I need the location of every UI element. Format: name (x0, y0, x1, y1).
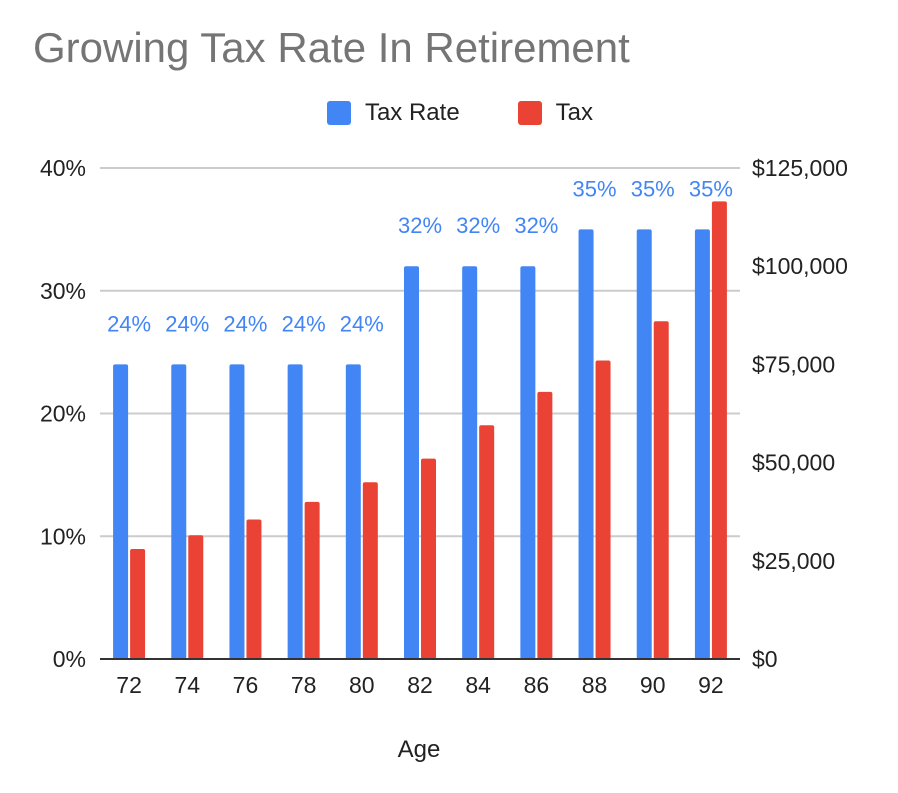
bar-tax-rate (171, 364, 187, 659)
data-label-tax-rate: 24% (340, 311, 384, 336)
x-axis-tick-label: 74 (174, 672, 200, 698)
x-axis-tick-label: 92 (698, 672, 724, 698)
data-label-tax-rate: 32% (456, 213, 500, 238)
left-axis-tick-label: 30% (40, 278, 86, 304)
bar-tax-rate (462, 266, 478, 659)
right-axis-tick-label: $0 (752, 646, 778, 672)
x-axis-tick-label: 78 (291, 672, 317, 698)
right-axis-tick-label: $75,000 (752, 351, 835, 377)
x-axis-tick-label: 84 (465, 672, 491, 698)
right-axis-tick-label: $25,000 (752, 548, 835, 574)
bar-tax (304, 501, 320, 659)
x-axis-tick-label: 80 (349, 672, 375, 698)
right-axis-tick-label: $125,000 (752, 155, 848, 181)
bar-tax (188, 535, 204, 659)
legend-label-tax-rate: Tax Rate (364, 99, 460, 126)
bar-tax-rate (113, 364, 129, 659)
bar-tax-rate (694, 229, 710, 659)
bar-tax-rate (578, 229, 594, 659)
legend: Tax Rate Tax (0, 96, 898, 130)
bar-tax (595, 360, 611, 659)
legend-item-tax-rate[interactable]: Tax Rate (305, 99, 460, 127)
legend-item-tax[interactable]: Tax (496, 99, 593, 127)
x-axis-tick-label: 90 (640, 672, 666, 698)
bar-tax-rate (636, 229, 652, 659)
left-axis-tick-label: 10% (40, 523, 86, 549)
left-axis-tick-label: 40% (40, 155, 86, 181)
legend-swatch-tax (517, 101, 542, 125)
bar-tax (246, 519, 262, 659)
legend-swatch-tax-rate (326, 101, 351, 125)
right-axis-tick-label: $100,000 (752, 253, 848, 279)
data-label-tax-rate: 32% (398, 213, 442, 238)
x-axis-title: Age (397, 736, 441, 763)
right-axis-tick-label: $50,000 (752, 450, 835, 476)
bar-tax (537, 391, 553, 659)
data-label-tax-rate: 24% (223, 311, 267, 336)
left-axis-tick-label: 20% (40, 401, 86, 427)
bar-tax (130, 549, 146, 659)
chart-title: Growing Tax Rate In Retirement (33, 24, 630, 71)
data-label-tax-rate: 35% (631, 176, 675, 201)
bar-tax-rate (229, 364, 245, 659)
bar-tax-rate (520, 266, 536, 659)
bar-tax (479, 425, 495, 659)
bar-tax-rate (345, 364, 361, 659)
x-axis-tick-label: 86 (524, 672, 550, 698)
left-axis-tick-label: 0% (53, 646, 86, 672)
legend-label-tax: Tax (555, 99, 594, 126)
x-axis-tick-label: 88 (582, 672, 608, 698)
data-label-tax-rate: 35% (689, 176, 733, 201)
bar-tax (362, 482, 378, 659)
bar-tax-rate (287, 364, 303, 659)
bar-tax-rate (404, 266, 419, 659)
data-label-tax-rate: 24% (165, 311, 209, 336)
x-axis-tick-label: 76 (233, 672, 259, 698)
data-label-tax-rate: 32% (514, 213, 558, 238)
x-axis-tick-label: 72 (116, 672, 142, 698)
x-axis-tick-label: 82 (407, 672, 433, 698)
bar-tax (711, 201, 727, 659)
bar-tax (421, 458, 436, 659)
data-label-tax-rate: 35% (573, 176, 617, 201)
bar-tax (653, 321, 669, 659)
data-label-tax-rate: 24% (282, 311, 326, 336)
data-label-tax-rate: 24% (107, 311, 151, 336)
